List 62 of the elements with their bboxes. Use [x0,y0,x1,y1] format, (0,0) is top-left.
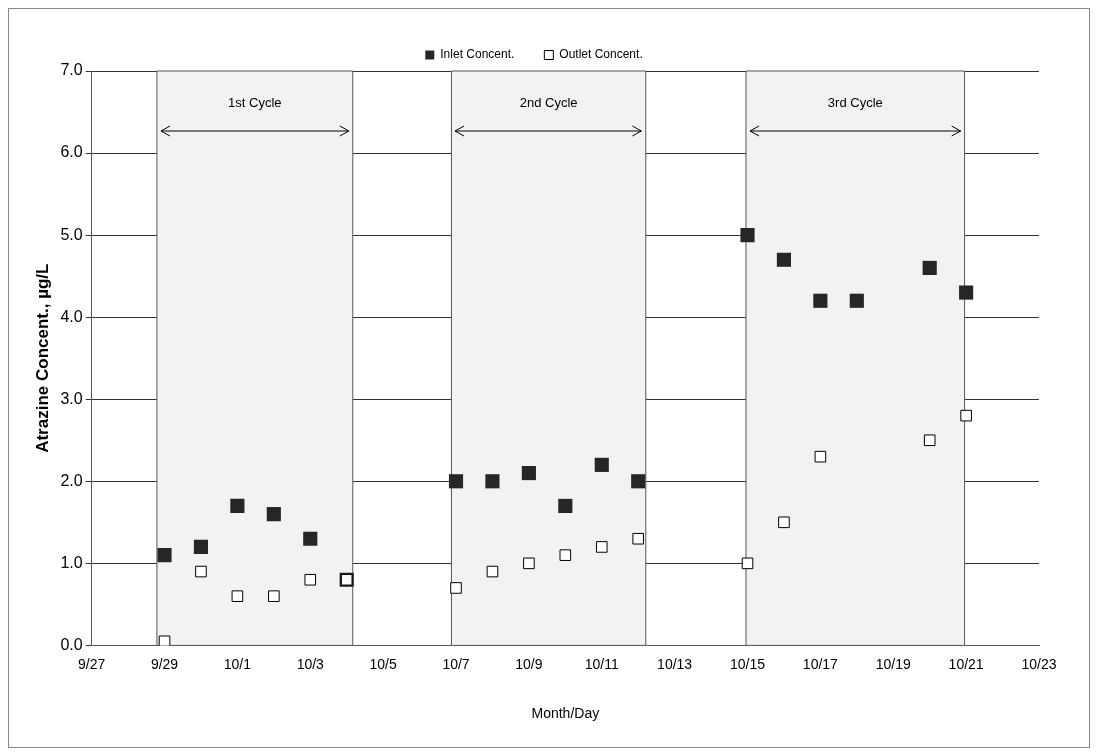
point [485,474,500,489]
y-tick-label: 0.0 [60,635,83,653]
point [486,565,499,578]
legend-label: Outlet Concent. [559,47,643,62]
x-tick-label: 10/13 [657,655,693,672]
x-tick-label: 10/19 [875,655,911,672]
band-label: 2nd Cycle [519,94,578,110]
point [266,507,281,522]
legend-label: Inlet Concent. [440,47,515,62]
x-tick-label: 10/23 [1021,655,1057,672]
point [849,293,864,308]
y-tick-label: 7.0 [60,61,83,79]
point [923,434,936,447]
x-tick-label: 10/15 [729,655,766,672]
point [304,573,317,586]
point [740,228,755,243]
point [193,539,209,554]
y-tick-label: 6.0 [60,143,83,161]
y-tick-label: 3.0 [60,389,83,407]
point [922,260,937,276]
point [778,516,790,529]
band-label: 1st Cycle [228,94,282,110]
point [450,582,462,594]
x-tick-label: 10/5 [369,655,397,672]
x-tick-label: 10/3 [296,655,325,672]
point [230,498,245,513]
point [558,498,573,513]
point [303,531,318,546]
x-tick-label: 10/11 [584,655,619,672]
x-tick-label: 9/27 [78,655,106,672]
point [157,548,172,563]
point [960,409,972,422]
point [814,450,827,463]
point [741,557,754,570]
point [559,549,572,561]
band-label: 3rd Cycle [827,94,883,110]
point [776,252,792,267]
point [594,457,609,472]
x-tick-label: 10/17 [802,655,839,672]
x-tick-label: 10/21 [948,655,984,672]
point [158,635,171,646]
point [195,565,207,578]
point [813,293,828,308]
y-axis-title: Atrazine Concent., µg/L [32,263,52,453]
x-tick-label: 10/1 [223,655,252,672]
point [959,285,974,300]
y-tick-label: 1.0 [60,553,83,571]
y-tick-label: 5.0 [60,225,83,243]
point [595,541,608,553]
x-tick-label: 10/9 [515,655,543,672]
point [268,590,280,602]
point [521,466,536,481]
y-tick-label: 4.0 [60,307,83,325]
point [523,557,535,570]
point [448,474,464,489]
point [231,590,244,602]
point [632,532,644,545]
x-axis-title: Month/Day [531,705,600,722]
x-tick-label: 10/7 [442,655,470,672]
y-tick-label: 2.0 [60,471,83,489]
x-tick-label: 9/29 [150,655,179,672]
point [631,474,646,489]
